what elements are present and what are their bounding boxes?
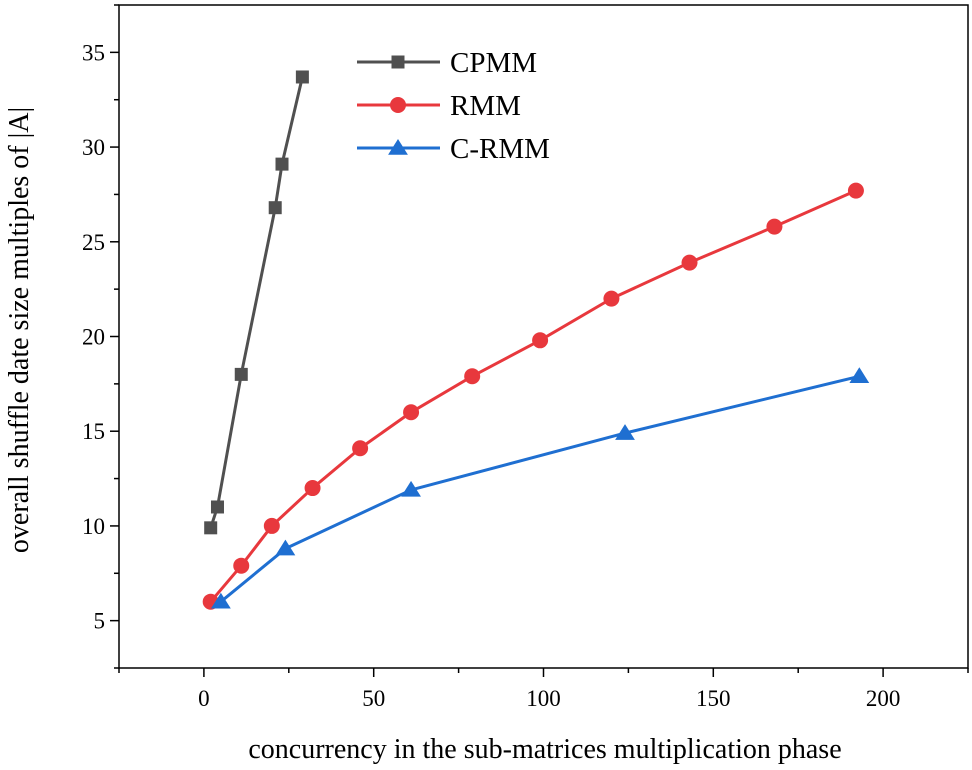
y-tick-label: 35 — [82, 40, 105, 65]
x-tick-label: 200 — [866, 686, 901, 711]
x-tick-label: 100 — [526, 686, 561, 711]
x-tick-label: 150 — [696, 686, 731, 711]
legend-label-c-rmm: C-RMM — [450, 133, 550, 165]
data-point-c-rmm — [401, 480, 421, 497]
legend-marker-cpmm — [391, 55, 405, 69]
data-point-cpmm — [210, 500, 224, 514]
y-tick-label: 20 — [82, 325, 105, 350]
data-point-cpmm — [204, 521, 218, 535]
series-c-rmm — [210, 367, 870, 609]
x-tick-label: 0 — [198, 686, 210, 711]
data-point-rmm — [681, 254, 698, 271]
x-axis-title: concurrency in the sub-matrices multipli… — [248, 734, 841, 765]
data-point-rmm — [766, 218, 783, 235]
data-point-cpmm — [234, 367, 248, 381]
data-point-rmm — [403, 404, 420, 421]
series-line-rmm — [209, 189, 857, 603]
series-line-cpmm — [209, 76, 304, 529]
y-tick-label: 30 — [82, 135, 105, 160]
data-point-c-rmm — [275, 539, 296, 556]
legend-label-rmm: RMM — [450, 90, 521, 122]
data-point-rmm — [532, 332, 549, 349]
legend-item-c-rmm: C-RMM — [357, 133, 550, 165]
series-cpmm — [204, 70, 309, 535]
data-point-cpmm — [275, 157, 289, 171]
data-point-cpmm — [268, 201, 282, 215]
x-tick-label: 50 — [362, 686, 385, 711]
data-point-c-rmm — [849, 367, 870, 384]
y-tick-label: 25 — [82, 230, 105, 255]
data-point-rmm — [233, 557, 250, 574]
legend-item-rmm: RMM — [357, 90, 521, 122]
data-point-rmm — [304, 480, 321, 497]
y-tick-label: 10 — [82, 514, 105, 539]
y-tick-label: 15 — [82, 419, 105, 444]
y-tick-label: 5 — [94, 609, 106, 634]
data-point-rmm — [847, 182, 864, 199]
series-rmm — [202, 182, 864, 610]
legend-label-cpmm: CPMM — [450, 47, 537, 79]
data-point-c-rmm — [210, 592, 231, 609]
data-point-rmm — [603, 290, 620, 307]
data-point-rmm — [464, 368, 481, 385]
legend: CPMM RMM C-RMM — [357, 47, 550, 165]
data-point-rmm — [352, 440, 369, 457]
legend-item-cpmm: CPMM — [357, 47, 537, 79]
y-axis-title: overall shuffle date size multiples of |… — [4, 107, 35, 553]
series-layer — [202, 70, 870, 610]
legend-marker-c-rmm — [388, 139, 408, 155]
legend-marker-rmm — [390, 97, 406, 113]
data-point-cpmm — [295, 70, 309, 84]
axis-ticks: 0 50 100 150 200 5 10 15 20 25 30 35 — [82, 4, 969, 711]
data-point-rmm — [263, 517, 280, 534]
data-point-c-rmm — [615, 424, 635, 440]
